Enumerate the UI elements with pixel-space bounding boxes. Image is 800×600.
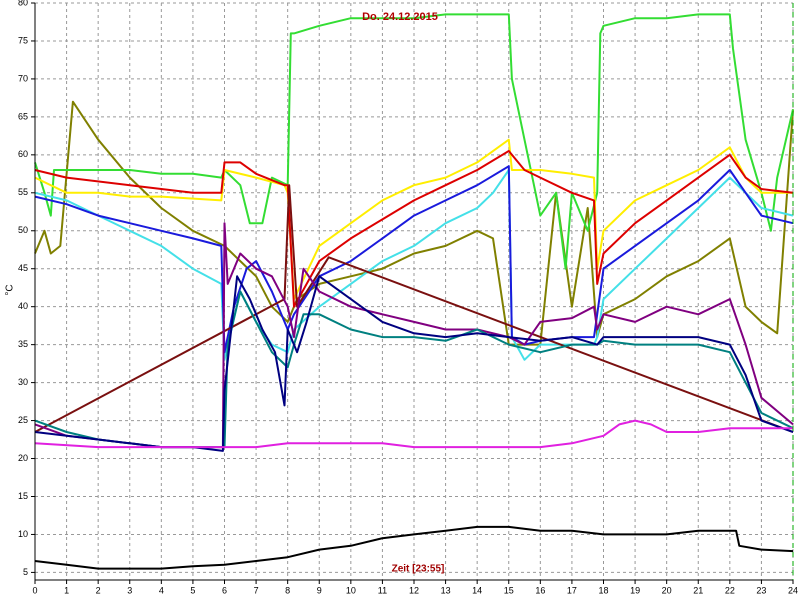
series-line — [34, 184, 794, 433]
series-line — [34, 13, 794, 270]
y-tick-label: 80 — [18, 0, 28, 7]
x-tick-label: 3 — [127, 585, 132, 595]
series-line — [34, 150, 794, 308]
x-tick-label: 23 — [756, 585, 766, 595]
y-tick-label: 10 — [18, 529, 28, 539]
x-tick-label: 4 — [159, 585, 164, 595]
x-tick-label: 11 — [378, 585, 387, 595]
plot-lines — [34, 13, 794, 570]
x-tick-label: 10 — [346, 585, 356, 595]
x-tick-label: 1 — [64, 585, 69, 595]
y-tick-label: 5 — [23, 567, 28, 577]
x-tick-label: 19 — [630, 585, 640, 595]
x-tick-label: 18 — [598, 585, 608, 595]
y-tick-label: 75 — [18, 35, 28, 45]
y-tick-label: 20 — [18, 453, 28, 463]
series-line — [34, 525, 794, 570]
y-tick-label: 65 — [18, 111, 28, 121]
y-tick-label: 50 — [18, 225, 28, 235]
x-tick-label: 8 — [285, 585, 290, 595]
x-tick-label: 21 — [693, 585, 703, 595]
y-axis-label: °C — [5, 284, 16, 295]
chart-title: Do. 24.12.2015 — [362, 11, 438, 23]
x-tick-label: 16 — [535, 585, 545, 595]
series-line — [34, 169, 794, 361]
x-tick-label: 13 — [441, 585, 451, 595]
x-tick-label: 5 — [190, 585, 195, 595]
x-tick-label: 15 — [504, 585, 514, 595]
y-tick-label: 30 — [18, 377, 28, 387]
series-line — [34, 275, 794, 452]
x-tick-label: 22 — [725, 585, 735, 595]
x-tick-label: 20 — [662, 585, 672, 595]
y-tick-label: 15 — [18, 491, 28, 501]
x-tick-label: 14 — [472, 585, 482, 595]
x-tick-label: 9 — [317, 585, 322, 595]
x-axis-label: Zeit [23:55] — [392, 564, 445, 575]
y-tick-label: 25 — [18, 415, 28, 425]
x-tick-label: 2 — [96, 585, 101, 595]
y-tick-label: 40 — [18, 301, 28, 311]
series-line — [34, 165, 794, 354]
x-tick-label: 6 — [222, 585, 227, 595]
x-tick-label: 12 — [409, 585, 419, 595]
y-tick-label: 70 — [18, 73, 28, 83]
series-line — [34, 100, 794, 346]
y-tick-label: 35 — [18, 339, 28, 349]
series-line — [34, 419, 793, 449]
x-tick-label: 17 — [567, 585, 577, 595]
series-line — [34, 138, 793, 301]
x-tick-label: 24 — [788, 585, 798, 595]
x-tick-label: 0 — [32, 585, 37, 595]
y-tick-label: 55 — [18, 187, 28, 197]
y-tick-label: 60 — [18, 149, 28, 159]
y-tick-label: 45 — [18, 263, 28, 273]
x-tick-label: 7 — [254, 585, 259, 595]
